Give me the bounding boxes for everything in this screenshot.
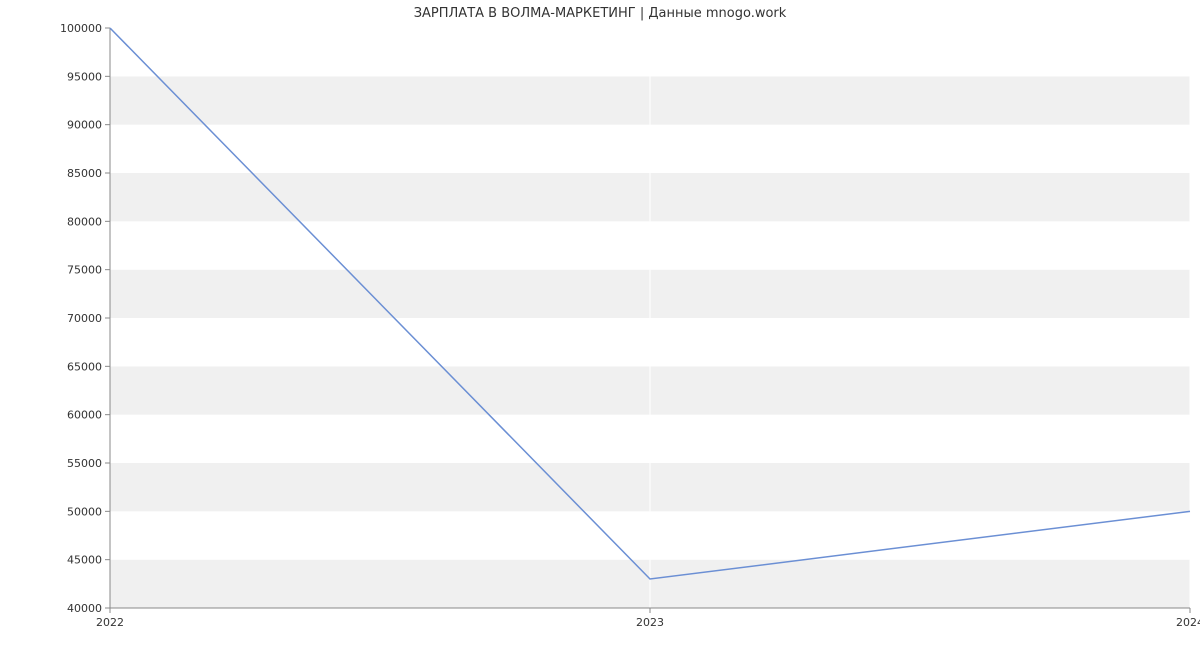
y-tick-label: 60000 <box>67 409 102 422</box>
y-tick-label: 65000 <box>67 360 102 373</box>
chart-title: ЗАРПЛАТА В ВОЛМА-МАРКЕТИНГ | Данные mnog… <box>0 6 1200 21</box>
y-tick-label: 95000 <box>67 70 102 83</box>
y-tick-label: 85000 <box>67 167 102 180</box>
y-tick-label: 45000 <box>67 554 102 567</box>
x-tick-label: 2024 <box>1176 616 1200 629</box>
y-tick-label: 75000 <box>67 264 102 277</box>
y-tick-label: 100000 <box>60 22 102 35</box>
y-tick-label: 70000 <box>67 312 102 325</box>
y-tick-label: 90000 <box>67 119 102 132</box>
y-tick-label: 55000 <box>67 457 102 470</box>
y-tick-label: 40000 <box>67 602 102 615</box>
salary-line-chart: ЗАРПЛАТА В ВОЛМА-МАРКЕТИНГ | Данные mnog… <box>0 0 1200 650</box>
y-tick-label: 80000 <box>67 215 102 228</box>
y-tick-label: 50000 <box>67 505 102 518</box>
x-tick-label: 2022 <box>96 616 124 629</box>
x-tick-label: 2023 <box>636 616 664 629</box>
chart-svg: 40000 45000 50000 55000 60000 65000 70000 75000… <box>0 0 1200 650</box>
